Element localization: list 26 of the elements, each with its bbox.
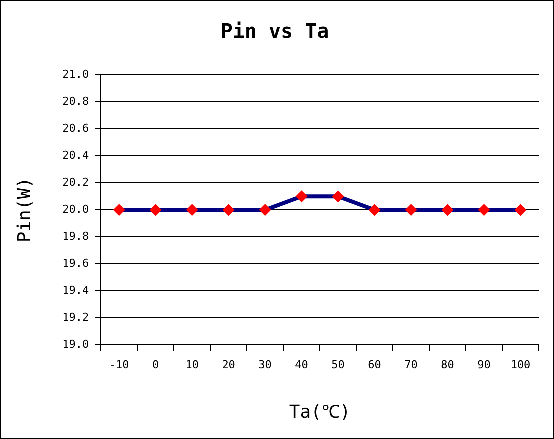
x-tick-label: 100: [510, 358, 531, 372]
y-axis-title: Pin(W): [14, 178, 36, 243]
y-tick-label: 19.6: [62, 257, 90, 270]
y-tick-label: 20.0: [62, 202, 90, 216]
x-tick-label: 90: [478, 358, 491, 372]
x-tick-label: 30: [258, 358, 272, 372]
y-tick-label: 21.0: [62, 68, 90, 81]
x-tick-label: 80: [441, 358, 454, 372]
y-tick-label: 20.4: [62, 148, 90, 162]
x-tick-label: 0: [152, 358, 160, 372]
y-tick-label: 19.0: [62, 338, 90, 352]
x-tick-label: 10: [186, 358, 199, 372]
x-tick-label: 20: [222, 358, 236, 372]
y-tick-label: 19.4: [62, 284, 90, 298]
y-tick-label: 20.8: [62, 94, 90, 108]
x-tick-label: 70: [404, 358, 418, 372]
y-tick-label: 20.6: [62, 122, 90, 135]
x-tick-label: 40: [295, 358, 308, 372]
x-axis-title: Ta(℃): [289, 402, 351, 423]
x-tick-label: 50: [332, 358, 345, 372]
y-tick-label: 19.8: [62, 230, 90, 243]
x-tick-label: 60: [368, 358, 382, 372]
y-tick-label: 20.2: [62, 176, 90, 189]
x-tick-label: -10: [109, 358, 130, 372]
chart-title: Pin vs Ta: [220, 19, 330, 44]
y-tick-label: 19.2: [62, 311, 90, 324]
